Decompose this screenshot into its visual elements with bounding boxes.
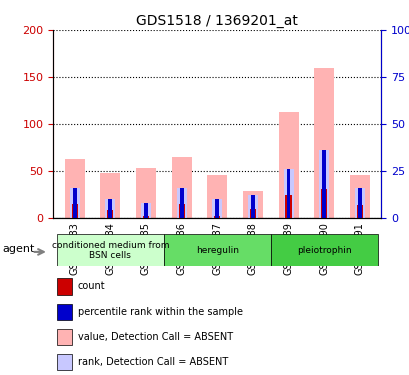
Bar — [73, 188, 76, 218]
Bar — [354, 188, 364, 218]
Text: agent: agent — [3, 244, 35, 254]
Bar — [278, 112, 298, 218]
Bar — [56, 278, 72, 294]
Bar — [320, 189, 326, 217]
Bar — [144, 202, 148, 217]
Text: percentile rank within the sample: percentile rank within the sample — [78, 307, 242, 317]
Bar — [357, 188, 361, 218]
Bar — [142, 216, 149, 217]
Bar — [56, 304, 72, 320]
Bar — [171, 157, 191, 218]
Bar — [108, 199, 112, 217]
Bar — [286, 169, 290, 217]
Bar — [283, 169, 293, 217]
Bar — [215, 199, 219, 217]
Text: count: count — [78, 281, 105, 291]
Bar — [243, 191, 262, 217]
Bar — [247, 195, 257, 217]
Bar — [176, 188, 186, 218]
Text: pleiotrophin: pleiotrophin — [296, 246, 351, 255]
Bar — [250, 195, 254, 217]
Bar — [321, 150, 325, 217]
Bar — [319, 150, 328, 217]
Bar — [213, 216, 220, 217]
Bar — [136, 168, 155, 217]
FancyBboxPatch shape — [270, 234, 377, 266]
Text: rank, Detection Call = ABSENT: rank, Detection Call = ABSENT — [78, 357, 227, 368]
Text: conditioned medium from
BSN cells: conditioned medium from BSN cells — [52, 241, 169, 260]
Bar — [56, 354, 72, 370]
Bar — [249, 209, 256, 218]
Text: heregulin: heregulin — [196, 246, 238, 255]
Text: value, Detection Call = ABSENT: value, Detection Call = ABSENT — [78, 332, 232, 342]
Bar — [56, 329, 72, 345]
Bar — [72, 204, 78, 218]
FancyBboxPatch shape — [57, 234, 164, 266]
Bar — [314, 68, 333, 218]
Bar — [107, 210, 113, 218]
Bar — [65, 159, 85, 218]
Bar — [105, 199, 115, 217]
Bar — [70, 188, 79, 218]
Bar — [141, 202, 151, 217]
Bar — [349, 176, 369, 217]
Bar — [285, 195, 291, 217]
Bar — [356, 206, 362, 218]
Bar — [212, 199, 222, 217]
Bar — [179, 188, 183, 218]
Title: GDS1518 / 1369201_at: GDS1518 / 1369201_at — [136, 13, 297, 28]
FancyBboxPatch shape — [164, 234, 270, 266]
Bar — [207, 176, 227, 217]
Bar — [178, 204, 184, 218]
Bar — [100, 172, 120, 217]
